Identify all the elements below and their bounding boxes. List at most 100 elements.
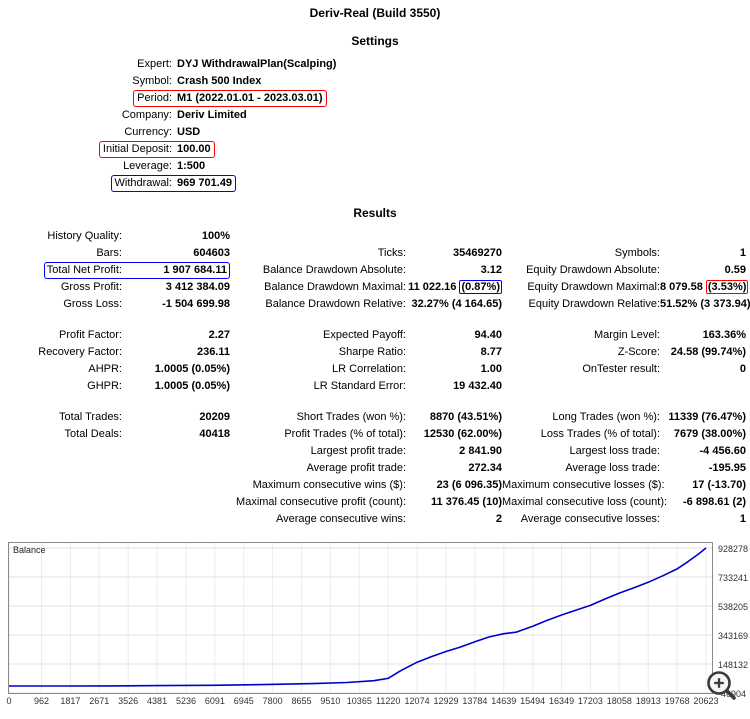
- settings-row: Withdrawal: 969 701.49: [0, 175, 750, 192]
- result-value: -1 504 699.98: [162, 298, 230, 310]
- result-value: 1.0005 (0.05%): [154, 363, 230, 375]
- results-row: Average profit trade: 272.34 Average loss …: [4, 460, 750, 477]
- results-row: Bars: 604603 Ticks: 35469270 Symbols: 1: [4, 245, 750, 262]
- x-axis-label: 12074: [404, 696, 430, 706]
- settings-label: Symbol:: [132, 75, 172, 87]
- result-label: Equity Drawdown Relative:: [528, 298, 660, 310]
- result-label: Maximum consecutive losses ($):: [502, 479, 665, 491]
- result-value: 1: [739, 247, 746, 259]
- result-label: LR Correlation:: [332, 363, 406, 375]
- balance-chart-plot-area: Balance: [8, 542, 713, 694]
- result-value: 11 022.16 (0.87%): [408, 280, 502, 294]
- result-label: Margin Level:: [593, 329, 660, 341]
- y-axis-label: 343169: [718, 631, 749, 641]
- result-label: Balance Drawdown Relative:: [265, 298, 406, 310]
- result-label: Z-Score:: [617, 346, 660, 358]
- result-value: 24.58 (99.74%): [670, 346, 746, 358]
- result-value: 1.00: [480, 363, 502, 375]
- x-axis-label: 17203: [577, 696, 603, 706]
- x-axis-label: 1817: [60, 696, 81, 706]
- result-label: Equity Drawdown Maximal:: [527, 281, 660, 293]
- result-label: Average consecutive wins:: [275, 513, 406, 525]
- results-row: Recovery Factor: 236.11 Sharpe Ratio: 8.77 Z…: [4, 344, 750, 361]
- result-value: 11 376.45 (10): [431, 496, 502, 508]
- x-axis-label: 20623: [693, 696, 719, 706]
- result-label: Recovery Factor:: [38, 346, 122, 358]
- results-row: History Quality: 100%: [4, 228, 750, 245]
- result-label: Short Trades (won %):: [296, 411, 406, 423]
- result-value: 12530 (62.00%): [423, 428, 502, 440]
- x-axis: 0 962 1817 2671 3526 4381 5236 6091 6945 7800 8655…: [6, 696, 718, 708]
- x-axis-label: 12929: [433, 696, 459, 706]
- y-axis-label: 928278: [718, 544, 749, 554]
- results-row: Largest profit trade: 2 841.90 Largest los…: [4, 443, 750, 460]
- result-value: 1.0005 (0.05%): [154, 380, 230, 392]
- highlight-box: 1 907 684.11: [122, 262, 230, 279]
- settings-value: 100.00: [172, 141, 215, 158]
- settings-label: Company:: [121, 109, 172, 121]
- x-axis-label: 8655: [291, 696, 312, 706]
- results-row: AHPR: 1.0005 (0.05%) LR Correlation: 1.00 On…: [4, 361, 750, 378]
- result-value: 35469270: [453, 247, 502, 259]
- result-label: Largest loss trade:: [569, 445, 661, 457]
- result-value: 8 079.58 (3.53%): [660, 280, 749, 294]
- result-value: -195.95: [708, 462, 746, 474]
- x-axis-label: 13784: [462, 696, 488, 706]
- result-value: 1: [739, 513, 746, 525]
- result-value: 20209: [199, 411, 230, 423]
- results-row: Total Trades: 20209 Short Trades (won %): 8…: [4, 409, 750, 426]
- result-value: 94.40: [474, 329, 502, 341]
- result-value: 2: [495, 513, 502, 525]
- balance-chart: Balance 928278733241538205343169148132-4…: [6, 542, 750, 708]
- result-label: Ticks:: [377, 247, 406, 259]
- x-axis-label: 19768: [664, 696, 690, 706]
- result-value: 3.12: [480, 264, 502, 276]
- settings-value: DYJ WithdrawalPlan(Scalping): [177, 58, 337, 70]
- result-label: Expected Payoff:: [323, 329, 406, 341]
- result-label: Maximal consecutive profit (count):: [236, 496, 406, 508]
- results-row: Gross Loss: -1 504 699.98 Balance Drawdown…: [4, 296, 750, 313]
- settings-row: Leverage: 1:500: [0, 158, 750, 175]
- results-row: GHPR: 1.0005 (0.05%) LR Standard Error: 19 …: [4, 378, 750, 395]
- settings-row: Symbol: Crash 500 Index: [0, 73, 750, 90]
- result-value: 236.11: [196, 346, 230, 358]
- settings-row: Currency: USD: [0, 124, 750, 141]
- settings-value: 1:500: [177, 160, 206, 172]
- result-label: Loss Trades (% of total):: [540, 428, 660, 440]
- result-label: Sharpe Ratio:: [338, 346, 406, 358]
- result-label: History Quality:: [47, 230, 122, 242]
- x-axis-label: 2671: [89, 696, 110, 706]
- result-label: Maximal consecutive loss (count):: [502, 496, 668, 508]
- settings-label: Initial Deposit:: [98, 141, 172, 158]
- result-value: -4 456.60: [699, 445, 746, 457]
- result-label: Profit Trades (% of total):: [284, 428, 406, 440]
- highlight-box: Total Net Profit:: [43, 262, 122, 279]
- settings-value: Deriv Limited: [177, 109, 247, 121]
- y-axis-label: 148132: [718, 660, 749, 670]
- x-axis-label: 10365: [346, 696, 372, 706]
- results-row: Total Net Profit: 1 907 684.11 Balance Dra…: [4, 262, 750, 279]
- results-row: Gross Profit: 3 412 384.09 Balance Drawdow…: [4, 279, 750, 296]
- result-value: 11339 (76.47%): [668, 411, 746, 423]
- result-value: 3 412 384.09: [165, 281, 230, 293]
- result-value: 0.59: [724, 264, 746, 276]
- results-table: History Quality: 100% Bars: 604603 Ticks: 354…: [0, 228, 750, 528]
- result-value: 272.34: [468, 462, 502, 474]
- x-axis-label: 18058: [606, 696, 632, 706]
- result-label: Profit Factor:: [59, 329, 122, 341]
- settings-value: M1 (2022.01.01 - 2023.03.01): [172, 90, 327, 107]
- x-axis-label: 11220: [376, 696, 401, 706]
- zoom-in-icon[interactable]: [705, 669, 739, 703]
- settings-value: Crash 500 Index: [177, 75, 262, 87]
- result-value: 8870 (43.51%): [429, 411, 502, 423]
- highlight-box: (3.53%): [705, 280, 749, 294]
- x-axis-label: 0: [6, 696, 12, 706]
- result-label: Average profit trade:: [306, 462, 406, 474]
- settings-row: Company: Deriv Limited: [0, 107, 750, 124]
- x-axis-label: 5236: [175, 696, 196, 706]
- result-label: Symbols:: [614, 247, 660, 259]
- result-value: 51.52% (3 373.94): [660, 298, 750, 310]
- settings-row: Initial Deposit: 100.00: [0, 141, 750, 158]
- x-axis-label: 14639: [491, 696, 517, 706]
